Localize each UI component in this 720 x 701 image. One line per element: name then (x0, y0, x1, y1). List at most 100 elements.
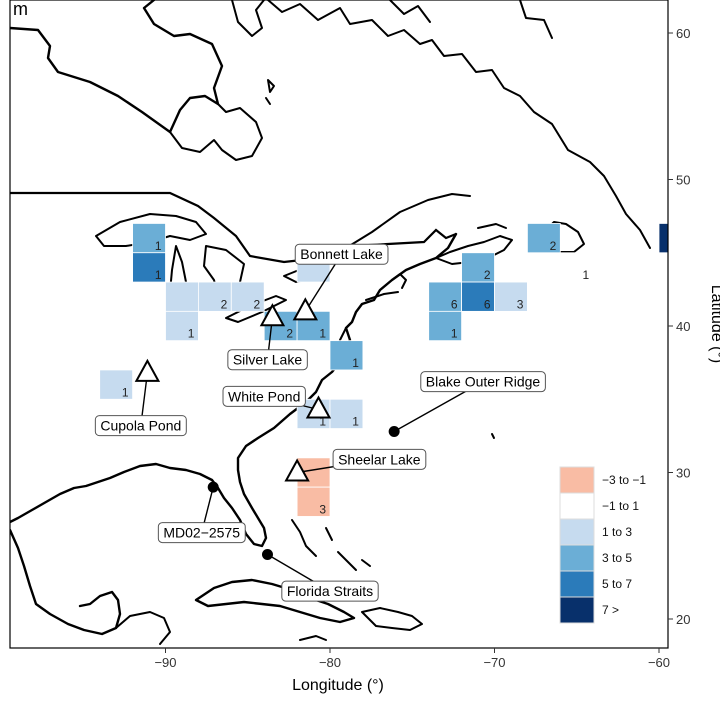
x-tick-label: −90 (154, 655, 176, 670)
y-axis-ticks: 20 30 40 50 60 (668, 26, 690, 627)
legend-label: −1 to 1 (602, 499, 639, 513)
coastline-labrador (267, 0, 651, 249)
y-axis-title: Latitude (°) (708, 285, 720, 363)
site-label: Cupola Pond (94, 415, 187, 437)
grid-cell (428, 310, 463, 342)
site-label-box (227, 349, 308, 371)
grid-cell (494, 281, 528, 312)
site-triangle-marker (134, 358, 161, 382)
site-label-text: Blake Outer Ridge (426, 374, 541, 390)
grid-cell (99, 369, 133, 400)
x-tick-label: −70 (483, 655, 505, 670)
grid-cell-count: 1 (451, 327, 458, 341)
legend: −3 to −1 −1 to 1 1 to 3 3 to 5 5 to 7 7 > (559, 466, 646, 624)
x-tick-label: −60 (648, 655, 670, 670)
site-label: White Pond (222, 385, 306, 407)
grid-cell (165, 310, 199, 342)
site-triangle-marker (284, 458, 310, 482)
y-tick-label: 50 (676, 173, 690, 188)
site-dot-marker (207, 481, 219, 493)
y-tick-label: 30 (676, 466, 690, 481)
grid-cell (461, 252, 495, 283)
coastline-baffin-fragment-2 (519, 0, 553, 39)
grid-cell (658, 223, 668, 254)
site-dot-marker (261, 549, 273, 561)
yucatan (115, 611, 171, 645)
coastline-mexico (10, 528, 122, 636)
grid-cell-count: 1 (583, 268, 590, 282)
map-panel-border (9, 0, 669, 649)
grid-cell-count: 1 (681, 239, 688, 253)
grid-cell (296, 457, 331, 488)
site-label-text: Florida Straits (287, 583, 373, 599)
site-markers: Bonnett Lake Silver Lake Cupola Pond White … (94, 243, 546, 602)
grid-cell-count: 1 (188, 327, 195, 341)
coastline-hudson-strait (231, 0, 265, 37)
site-label: Sheelar Lake (332, 448, 427, 470)
site-label: Florida Straits (281, 580, 379, 602)
cuba (194, 578, 356, 624)
bermuda (491, 433, 495, 439)
site-label-text: MD02−2575 (163, 525, 240, 541)
coastline-hudson-bay (10, 0, 224, 134)
legend-swatch (559, 544, 595, 572)
pei (477, 223, 507, 229)
legend-label: −3 to −1 (602, 473, 646, 487)
site-label: MD02−2575 (157, 522, 246, 544)
grid-cell (329, 340, 364, 371)
site-label-box (332, 448, 427, 470)
grid-cell-count: 2 (254, 297, 261, 311)
site-label: Blake Outer Ridge (420, 371, 546, 393)
site-label-text: Bonnett Lake (300, 246, 383, 262)
site-label-text: Cupola Pond (100, 418, 181, 434)
coastline-us-east (10, 232, 458, 548)
site-triangle-marker (259, 303, 286, 327)
grid-cell-count: 6 (451, 297, 458, 311)
grid-cell-count: 1 (319, 327, 326, 341)
site-label-box (420, 371, 546, 393)
bahamas (291, 519, 371, 571)
coastline-baffin-fragment (389, 0, 431, 23)
island-hudson-bay-2 (265, 97, 271, 105)
x-tick-label: −80 (319, 655, 341, 670)
grid-cell (132, 252, 166, 283)
hispaniola (361, 607, 423, 631)
lake-superior (95, 213, 207, 247)
site-label: Silver Lake (227, 349, 308, 371)
x-axis-title: Longitude (°) (292, 677, 384, 694)
legend-swatch (559, 596, 595, 624)
grid-cell-count: 1 (122, 385, 129, 399)
grid-cell-count: 2 (221, 297, 228, 311)
legend-swatch (559, 518, 595, 546)
cape-cod (391, 273, 407, 289)
x-axis-ticks: −90 −80 −70 −60 (154, 648, 670, 670)
grid-cell (559, 252, 594, 283)
legend-swatch (559, 492, 595, 520)
grid-cell-count: 3 (319, 502, 326, 516)
grid-cell-count: 2 (484, 268, 491, 282)
site-label-box (157, 522, 246, 544)
legend-label: 7 > (602, 603, 619, 617)
grid-cell (165, 281, 199, 312)
grid-cell (296, 486, 331, 517)
grid-cell (329, 398, 364, 429)
legend-swatch (559, 570, 595, 598)
coastline-james-bay (169, 103, 263, 161)
grid-cell (527, 223, 561, 254)
y-tick-label: 40 (676, 319, 690, 334)
site-label-box (222, 385, 306, 407)
site-label: Bonnett Lake (294, 243, 389, 265)
grid-cell-count: 3 (517, 297, 524, 311)
y-tick-label: 60 (676, 26, 690, 41)
site-label-box (281, 580, 379, 602)
island-hudson-bay (267, 79, 275, 93)
legend-label: 1 to 3 (602, 525, 632, 539)
site-label-text: Silver Lake (233, 352, 302, 368)
grid-cell (230, 281, 265, 312)
legend-swatch (559, 466, 595, 494)
long-island (365, 291, 399, 301)
site-dot-marker (388, 425, 400, 437)
y-tick-label: 20 (676, 612, 690, 627)
grid-cell-count: 1 (352, 356, 359, 370)
